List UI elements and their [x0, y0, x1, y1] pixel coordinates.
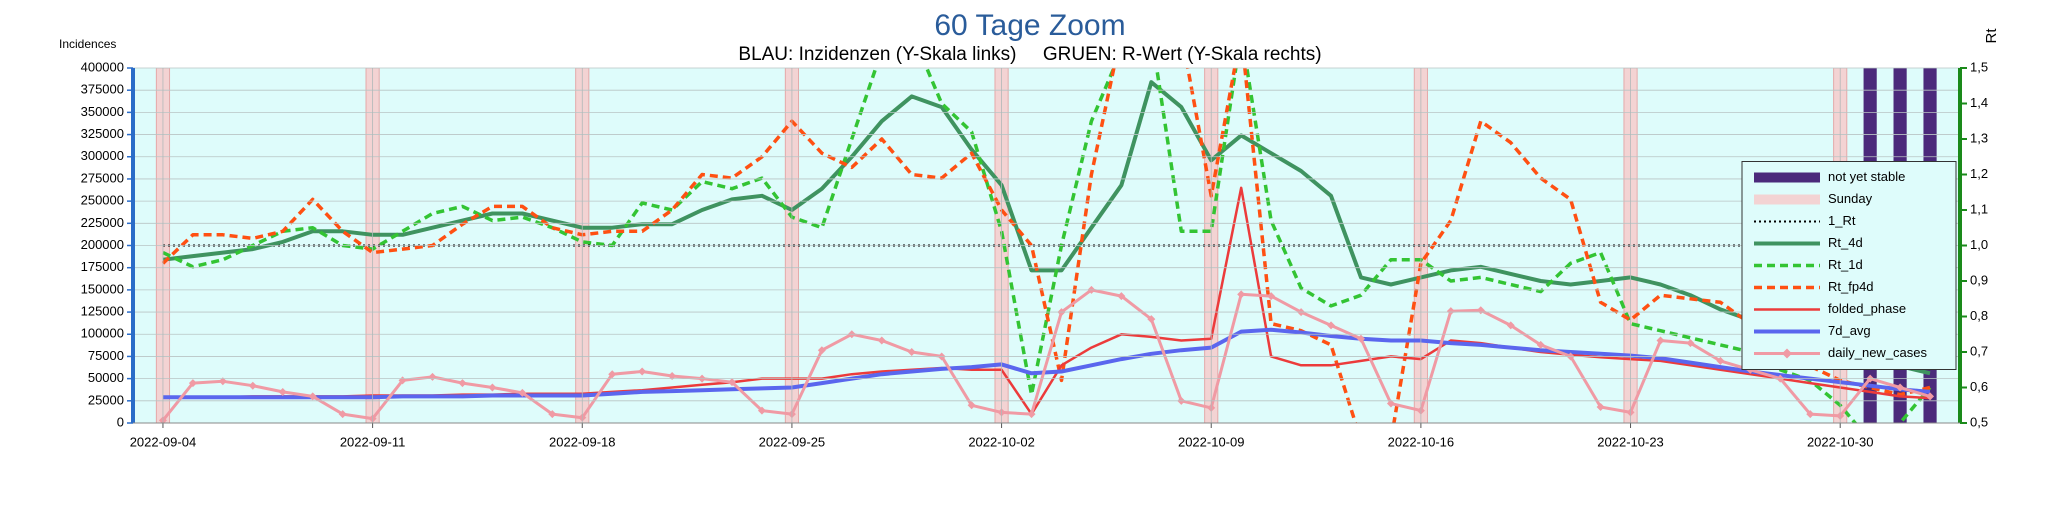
marker [1536, 340, 1545, 349]
legend-label: Rt_1d [1828, 257, 1863, 272]
y-tick-label: 50000 [88, 370, 124, 385]
y2-tick-label: 1,5 [1970, 59, 1988, 74]
y-tick-label: 25000 [88, 392, 124, 407]
marker [757, 406, 766, 415]
y-tick-label: 125000 [81, 304, 124, 319]
y-tick-label: 325000 [81, 126, 124, 141]
y-axis-label: Incidences [59, 37, 116, 51]
marker [1386, 399, 1395, 408]
marker [1027, 410, 1036, 419]
marker [1896, 383, 1905, 392]
marker [548, 410, 557, 419]
legend-label: daily_new_cases [1828, 345, 1928, 360]
marker [1926, 392, 1935, 401]
marker [188, 379, 197, 388]
marker [1147, 315, 1156, 324]
legend-label: folded_phase [1828, 301, 1906, 316]
y2-tick-label: 1,0 [1970, 237, 1988, 252]
y2-tick-label: 1,2 [1970, 166, 1988, 181]
y2-tick-label: 0,6 [1970, 379, 1988, 394]
y-tick-label: 225000 [81, 215, 124, 230]
legend-label: Sunday [1828, 191, 1873, 206]
marker [967, 401, 976, 410]
marker [668, 371, 677, 380]
y2-axis-label: Rt [1983, 28, 2000, 44]
y2-tick-label: 0,5 [1970, 414, 1988, 429]
marker [1117, 292, 1126, 301]
series-line [161, 68, 1931, 423]
series-line [162, 80, 1931, 376]
x-tick-label: 2022-09-18 [549, 434, 616, 449]
y2-tick-label: 1,4 [1970, 95, 1988, 110]
legend-label: Rt_fp4d [1828, 279, 1874, 294]
legend-label: not yet stable [1828, 169, 1905, 184]
marker [1327, 321, 1336, 330]
marker [518, 388, 527, 397]
y2-tick-label: 0,9 [1970, 272, 1988, 287]
marker [817, 346, 826, 355]
y-tick-label: 0 [117, 414, 124, 429]
marker [458, 379, 467, 388]
y-tick-label: 75000 [88, 348, 124, 363]
x-tick-label: 2022-10-30 [1807, 434, 1874, 449]
y-tick-label: 375000 [81, 82, 124, 97]
marker [278, 387, 287, 396]
y2-tick-label: 0,7 [1970, 343, 1988, 358]
y2-tick-label: 0,8 [1970, 308, 1988, 323]
y-tick-label: 100000 [81, 326, 124, 341]
marker [728, 378, 737, 387]
marker [638, 367, 647, 376]
legend-swatch [1754, 172, 1820, 183]
y2-tick-label: 1,3 [1970, 130, 1988, 145]
x-tick-label: 2022-10-02 [968, 434, 1035, 449]
legend-marker [1782, 348, 1792, 359]
y-tick-label: 150000 [81, 281, 124, 296]
y-tick-label: 400000 [81, 59, 124, 74]
x-tick-label: 2022-09-25 [759, 434, 826, 449]
marker [907, 348, 916, 356]
marker [1806, 410, 1815, 419]
marker [338, 410, 347, 419]
marker [877, 336, 886, 345]
y-tick-label: 200000 [81, 237, 124, 252]
x-tick-label: 2022-10-23 [1597, 434, 1664, 449]
series-line [163, 327, 1931, 400]
marker [308, 392, 317, 401]
y-tick-label: 300000 [81, 148, 124, 163]
chart-title: 60 Tage Zoom [934, 9, 1125, 42]
y-tick-label: 350000 [81, 104, 124, 119]
marker [488, 383, 497, 392]
marker [1267, 292, 1276, 301]
legend-swatch [1754, 194, 1820, 205]
marker [1446, 307, 1455, 316]
marker [1596, 403, 1605, 412]
y-tick-label: 250000 [81, 193, 124, 208]
marker [1686, 339, 1695, 348]
marker [608, 370, 617, 379]
y2-tick-label: 1,1 [1970, 201, 1988, 216]
marker [1356, 334, 1365, 343]
series-line [162, 68, 1932, 423]
marker [1656, 336, 1665, 345]
x-tick-label: 2022-10-09 [1178, 434, 1245, 449]
marker [248, 381, 257, 390]
chart-subtitle: BLAU: Inzidenzen (Y-Skala links) GRUEN: … [738, 44, 1321, 65]
marker [1237, 290, 1246, 299]
legend-label: Rt_4d [1828, 235, 1863, 250]
legend-label: 7d_avg [1828, 323, 1871, 338]
y-tick-label: 275000 [81, 170, 124, 185]
x-tick-label: 2022-09-11 [340, 434, 406, 449]
x-tick-label: 2022-10-16 [1388, 434, 1455, 449]
marker [218, 377, 227, 386]
x-tick-label: 2022-09-04 [130, 434, 197, 449]
marker [1716, 356, 1725, 365]
y-tick-label: 175000 [81, 259, 124, 274]
marker [1506, 321, 1515, 330]
legend-label: 1_Rt [1828, 213, 1856, 228]
